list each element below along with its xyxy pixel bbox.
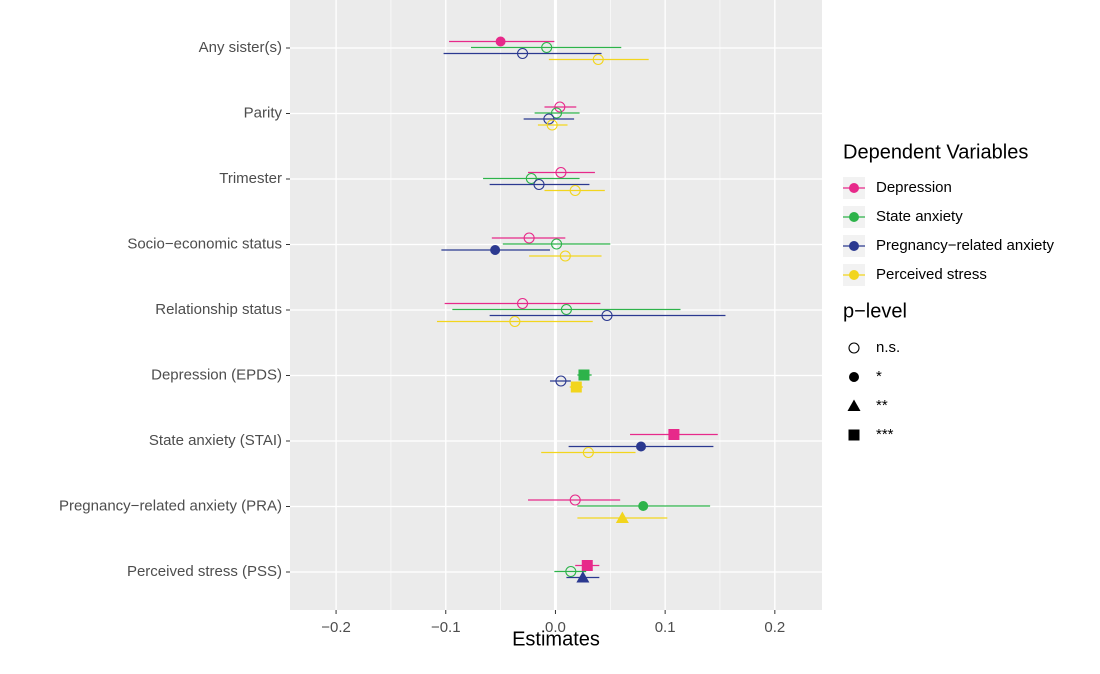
x-tick-label: 0.1 (655, 619, 676, 636)
legend-label: Perceived stress (876, 266, 987, 283)
data-point (615, 511, 629, 523)
legend-label: Pregnancy−related anxiety (876, 237, 1055, 254)
data-point (516, 47, 529, 60)
y-tick-label: State anxiety (STAI) (149, 432, 282, 449)
legend-shape-filled-circle (849, 372, 859, 382)
data-point (578, 369, 590, 381)
data-point (554, 101, 566, 113)
legend-label: *** (876, 426, 894, 443)
legend-shape-square (848, 429, 860, 441)
y-axis: Any sister(s) Parity Trimester Socio−econom… (59, 39, 290, 580)
series-perceived-stress (436, 53, 668, 523)
x-axis: −0.2 −0.1 0.0 0.1 0.2 (321, 610, 785, 636)
y-tick-label: Trimester (219, 170, 282, 187)
data-point (565, 565, 577, 578)
data-point (516, 297, 529, 310)
legend-label: Depression (876, 179, 952, 196)
legend-label: n.s. (876, 339, 900, 356)
data-point (581, 560, 593, 571)
x-axis-title: Estimates (512, 628, 600, 650)
y-tick-label: Relationship status (155, 301, 282, 318)
legend-key-dot (849, 270, 859, 280)
data-point (560, 303, 572, 316)
data-point (550, 238, 563, 250)
legend: Dependent Variables Depression State anxi… (843, 141, 1055, 446)
y-tick-label: Parity (244, 104, 283, 121)
data-point (559, 250, 571, 262)
legend-shape-open-circle (848, 342, 860, 354)
data-point (570, 381, 582, 393)
data-point (525, 172, 537, 185)
legend-shape-title: p−level (843, 300, 907, 322)
y-tick-label: Depression (EPDS) (151, 366, 282, 383)
data-point (555, 375, 567, 387)
data-point (555, 166, 567, 179)
legend-key-dot (849, 183, 859, 193)
minor-gridlines (390, 0, 721, 610)
y-tick-label: Pregnancy−related anxiety (PRA) (59, 497, 282, 514)
legend-label: * (876, 368, 882, 385)
x-tick-label: 0.0 (545, 619, 566, 636)
data-point (569, 494, 581, 506)
data-point (550, 107, 563, 119)
data-point (636, 441, 647, 452)
legend-label: State anxiety (876, 208, 963, 225)
data-point (592, 53, 604, 66)
y-tick-label: Perceived stress (PSS) (127, 563, 282, 580)
legend-label: ** (876, 397, 888, 414)
data-point (546, 119, 558, 131)
legend-shape-triangle (847, 399, 861, 411)
data-point (582, 446, 594, 459)
x-tick-label: 0.2 (764, 619, 785, 636)
data-point (509, 315, 521, 328)
data-point (543, 113, 555, 125)
y-tick-label: Socio−economic status (127, 235, 282, 252)
data-point (533, 178, 545, 191)
data-point (638, 501, 649, 511)
series-pregnancy-related-anxiety (441, 47, 726, 583)
legend-shape-entries: n.s.****** (843, 337, 900, 446)
data-point (601, 309, 613, 322)
data-point (569, 184, 581, 197)
data-point (495, 36, 506, 47)
series-depression (444, 36, 718, 571)
series-layer (436, 36, 726, 583)
legend-key-dot (849, 212, 859, 222)
legend-key-dot (849, 241, 859, 251)
legend-key (843, 337, 865, 359)
legend-color-entries: Depression State anxiety Pregnancy−related… (843, 177, 1055, 286)
series-state-anxiety (452, 41, 711, 578)
x-tick-label: −0.2 (321, 619, 351, 636)
x-tick-label: −0.1 (431, 619, 461, 636)
legend-color-title: Dependent Variables (843, 141, 1028, 163)
data-point (668, 429, 680, 440)
data-point (490, 245, 501, 255)
y-tick-label: Any sister(s) (199, 39, 282, 56)
data-point (576, 571, 590, 583)
data-point (523, 232, 535, 244)
data-point (541, 41, 553, 54)
